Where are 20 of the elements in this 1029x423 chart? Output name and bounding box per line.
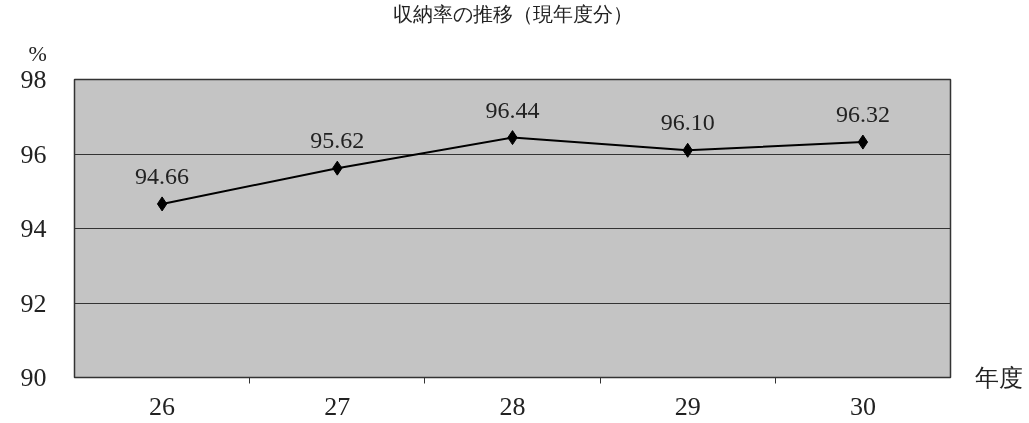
x-tick-label: 26 [149, 391, 176, 421]
y-tick-label: 96 [20, 139, 47, 169]
x-tick-label: 29 [674, 391, 701, 421]
y-tick-label: 90 [20, 363, 47, 392]
data-label: 96.10 [660, 109, 715, 136]
x-tick-label: 27 [324, 391, 351, 421]
data-label: 95.62 [310, 127, 365, 154]
point [857, 134, 869, 150]
data-label: 94.66 [135, 162, 190, 189]
point [156, 196, 168, 212]
x-tick-label: 28 [499, 391, 526, 421]
y-axis-title: % [28, 40, 47, 66]
chart-title: 収納率の推移（現年度分） [392, 2, 633, 25]
y-tick-label: 92 [20, 288, 47, 318]
y-tick-label: 94 [20, 214, 47, 243]
x-axis-title: 年度 [974, 364, 1023, 391]
data-label: 96.32 [835, 101, 890, 128]
y-tick-label: 98 [20, 65, 47, 94]
data-label: 96.44 [485, 96, 540, 123]
x-tick-label: 30 [849, 391, 876, 421]
